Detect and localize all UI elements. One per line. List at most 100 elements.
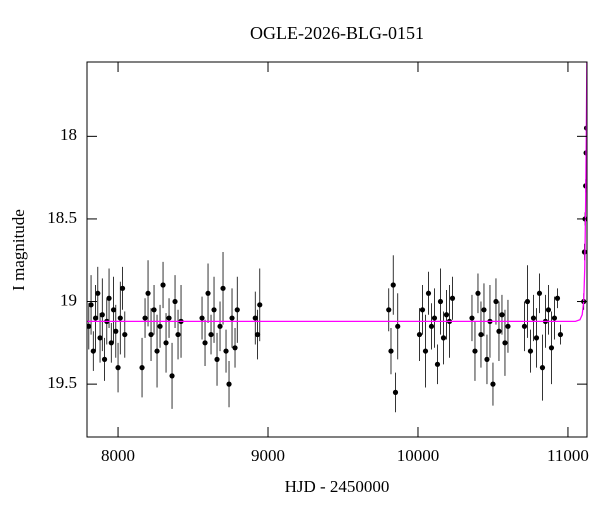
data-point [211,307,217,313]
data-point [254,331,261,338]
data-point [95,290,101,296]
data-point [449,295,456,301]
data-point [419,307,426,313]
data-point [386,307,392,313]
data-point [115,365,121,371]
data-point [145,290,151,296]
y-tick-label: 19 [60,290,77,309]
data-point [160,282,166,288]
data-point [557,331,564,338]
data-point [97,335,103,341]
data-point [139,365,145,371]
data-point [425,290,432,296]
chart-title: OGLE-2026-BLG-0151 [250,23,424,43]
data-point [205,290,211,296]
data-point [395,323,401,329]
data-point [252,315,258,321]
data-point [108,340,114,346]
plot-area [87,62,587,413]
data-point [434,361,441,367]
y-tick-label: 18.5 [47,208,77,227]
data-point [551,315,558,321]
data-point [481,307,487,313]
data-point [217,323,223,329]
x-axis-label: HJD - 2450000 [285,477,390,496]
data-point [99,312,105,318]
data-point [496,328,502,334]
data-point [119,285,126,291]
data-point [223,348,229,354]
data-point [226,381,232,387]
data-point [163,340,169,346]
plot-frame [86,61,588,438]
y-axis-label: I magnitude [9,209,28,291]
data-point [437,298,444,305]
data-point [154,348,160,354]
data-point [502,340,508,346]
data-point [101,356,108,362]
data-point [90,348,96,354]
data-point [257,302,263,308]
data-point [88,302,94,308]
data-point [484,356,490,362]
data-point [422,348,429,354]
data-point [117,315,123,321]
data-point [554,295,561,301]
data-point [524,298,531,305]
data-point [469,315,475,321]
model-curve [87,62,587,323]
data-point [175,331,181,338]
data-point [440,335,447,341]
x-tick-label: 9000 [251,446,285,465]
data-point [229,315,235,321]
data-point [106,295,112,301]
data-point [431,315,438,321]
data-point [169,373,175,379]
data-point [493,298,499,305]
data-point [232,345,238,351]
data-point [521,323,528,329]
x-tick-label: 11000 [547,446,589,465]
data-point [166,315,172,321]
data-point [122,331,128,338]
data-point [220,285,226,291]
data-point [545,307,552,313]
data-point [157,323,163,329]
data-point [151,307,157,313]
data-point [530,315,537,321]
data-point [505,323,511,329]
data-point [548,345,555,351]
data-point [392,389,399,395]
data-point [478,331,484,338]
data-point [388,348,394,354]
data-point [208,331,214,338]
data-point [234,307,240,313]
x-tick-label: 8000 [101,446,135,465]
data-point [475,290,481,296]
data-point [472,348,478,354]
data-point [536,290,543,296]
data-point [87,323,92,329]
data-point [527,348,534,354]
data-point [499,312,505,318]
data-point [113,328,119,334]
data-point [390,282,396,288]
y-tick-label: 18 [60,125,77,144]
data-point [199,315,205,321]
data-point [533,335,540,341]
data-point [443,312,450,318]
data-point [148,331,154,338]
x-tick-label: 10000 [397,446,440,465]
data-point [92,315,99,321]
data-point [416,331,423,338]
data-point [110,307,117,313]
data-point [428,323,435,329]
data-point [202,340,208,346]
data-point [214,356,220,362]
y-tick-label: 19.5 [47,373,77,392]
data-point [539,365,546,371]
data-point [172,298,178,305]
data-point [142,315,148,321]
data-point [490,381,496,387]
